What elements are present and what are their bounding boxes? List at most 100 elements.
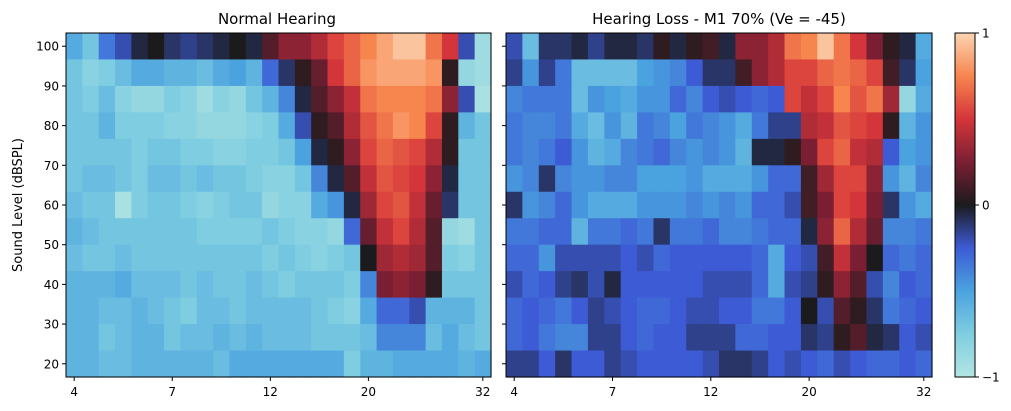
heatmap-cell [522,59,540,87]
heatmap-cell [686,191,704,219]
heatmap-cell [915,218,933,246]
heatmap-cell [229,191,247,219]
heatmap-cell [653,297,671,325]
heatmap-cell [82,297,100,325]
heatmap-cell [604,297,622,325]
heatmap-cell [587,85,605,113]
heatmap-cell [669,59,687,87]
heatmap-cell [147,297,165,325]
heatmap-cell [620,244,638,272]
heatmap-cell [850,324,868,352]
heatmap-cell [409,297,427,325]
heatmap-cell [587,138,605,166]
heatmap-cell [278,138,296,166]
heatmap-cell [196,244,214,272]
heatmap-cell [555,138,573,166]
heatmap-cell [409,165,427,193]
heatmap-cell [866,191,884,219]
heatmap-cell [229,218,247,246]
heatmap-cell [506,112,523,140]
heatmap-cell [571,165,589,193]
heatmap-cell [669,138,687,166]
heatmap-cell [522,350,540,378]
heatmap-cell [343,297,361,325]
heatmap-cell [800,271,818,299]
heatmap-cell [506,165,523,193]
heatmap-cell [604,85,622,113]
heatmap-cell [751,112,769,140]
heatmap-cell [392,85,410,113]
heatmap-cell [800,165,818,193]
heatmap-cell [131,350,149,378]
heatmap-cell [98,138,116,166]
heatmap-cell [506,85,523,113]
heatmap-cell [343,59,361,87]
heatmap-cell [850,59,868,87]
heatmap-cell [115,112,132,140]
heatmap-cell [866,33,884,61]
heatmap-cell [587,297,605,325]
heatmap-cell [425,218,443,246]
heatmap-cell [555,218,573,246]
heatmap-cell [817,271,835,299]
heatmap-cell [850,297,868,325]
heatmap-cell [866,218,884,246]
heatmap-cells [66,33,492,378]
heatmap-cell [768,191,786,219]
heatmap-cell [637,112,655,140]
heatmap-cell [637,59,655,87]
heatmap-cell [458,165,476,193]
heatmap-cell [882,112,900,140]
heatmap-cell [229,165,247,193]
heatmap-cell [294,33,312,61]
heatmap-cell [653,271,671,299]
heatmap-cell [115,59,132,87]
heatmap-cell [506,324,523,352]
heatmap-cell [327,33,345,61]
heatmap-cell [817,191,835,219]
heatmap-cell [833,297,851,325]
heatmap-cell [196,138,214,166]
heatmap-cell [425,165,443,193]
heatmap-cell [538,112,556,140]
heatmap-cell [686,165,704,193]
heatmap-cell [180,324,198,352]
heatmap-cell [768,165,786,193]
heatmap-cell [147,112,165,140]
heatmap-cell [571,85,589,113]
x-axis: 4 7 12 20 32 [70,377,490,399]
heatmap-cell [131,297,149,325]
heatmap-cell [866,59,884,87]
heatmap-cell [360,59,378,87]
heatmap-cell [833,85,851,113]
heatmap-cell [702,350,720,378]
heatmap-cell [702,85,720,113]
heatmap-cell [800,191,818,219]
x-tick-label: 7 [609,385,617,399]
heatmap-cell [180,297,198,325]
y-tick-label: 100 [36,40,59,54]
heatmap-cell [392,138,410,166]
heatmap-cell [751,324,769,352]
heatmap-cell [458,271,476,299]
heatmap-cell [833,244,851,272]
heatmap-cell [115,297,132,325]
heatmap-cell [571,324,589,352]
heatmap-cell [571,271,589,299]
heatmap-cell [327,138,345,166]
heatmap-cell [245,297,263,325]
heatmap-cell [735,350,753,378]
heatmap-cell [784,350,802,378]
heatmap-cell [702,138,720,166]
heatmap-cell [196,324,214,352]
heatmap-cell [915,33,933,61]
heatmap-cell [311,324,329,352]
heatmap-cell [458,59,476,87]
heatmap-cell [571,112,589,140]
heatmap-cell [311,33,329,61]
heatmap-cell [768,138,786,166]
heatmap-cell [555,244,573,272]
heatmap-cell [131,85,149,113]
heatmap-cell [522,244,540,272]
heatmap-cell [213,218,231,246]
